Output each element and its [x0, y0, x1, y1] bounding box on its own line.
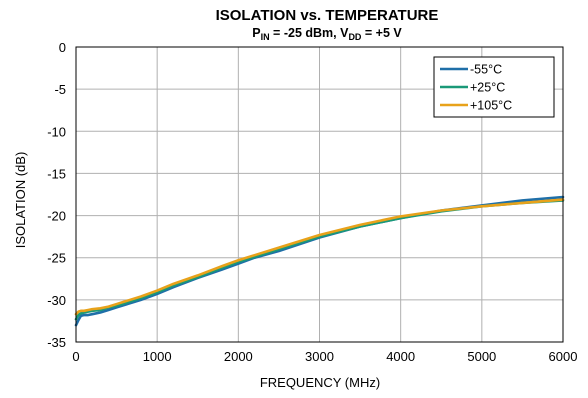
subtitle-p-sub: IN: [261, 32, 270, 42]
x-tick-label: 2000: [224, 349, 253, 364]
y-tick-label: -30: [47, 293, 66, 308]
y-tick-label: -5: [54, 82, 66, 97]
y-axis-label: ISOLATION (dB): [13, 152, 28, 249]
chart-title: ISOLATION vs. TEMPERATURE: [216, 7, 439, 24]
x-tick-label: 1000: [143, 349, 172, 364]
x-tick-label: 5000: [467, 349, 496, 364]
x-axis-label: FREQUENCY (MHz): [260, 375, 380, 390]
x-tick-label: 3000: [305, 349, 334, 364]
y-tick-label: -35: [47, 335, 66, 350]
y-tick-label: -15: [47, 166, 66, 181]
x-tick-label: 6000: [549, 349, 578, 364]
legend-label: +105°C: [470, 99, 512, 113]
tick-labels: 0 1000 2000 3000 4000 5000 6000 0 -5 -10 -15 -20 -25…: [47, 40, 577, 364]
grid-lines: [76, 47, 563, 342]
chart-subtitle: PIN = -25 dBm, VDD = +5 V: [252, 26, 402, 42]
series-line: [74, 199, 565, 321]
subtitle-v-sub: DD: [348, 32, 361, 42]
legend-label: +25°C: [470, 81, 505, 95]
y-tick-label: -10: [47, 124, 66, 139]
series-line: [74, 198, 565, 316]
y-tick-label: 0: [59, 40, 66, 55]
y-tick-label: -25: [47, 251, 66, 266]
y-tick-label: -20: [47, 209, 66, 224]
legend: -55°C +25°C +105°C: [433, 56, 555, 118]
subtitle-v-value: = +5 V: [361, 26, 402, 40]
x-tick-label: 0: [72, 349, 79, 364]
series-lines: [74, 195, 565, 327]
subtitle-p: P: [252, 26, 260, 40]
x-tick-label: 4000: [386, 349, 415, 364]
subtitle-p-value: = -25 dBm, V: [270, 26, 350, 40]
plot-frame: [75, 46, 564, 343]
legend-label: -55°C: [470, 63, 502, 77]
